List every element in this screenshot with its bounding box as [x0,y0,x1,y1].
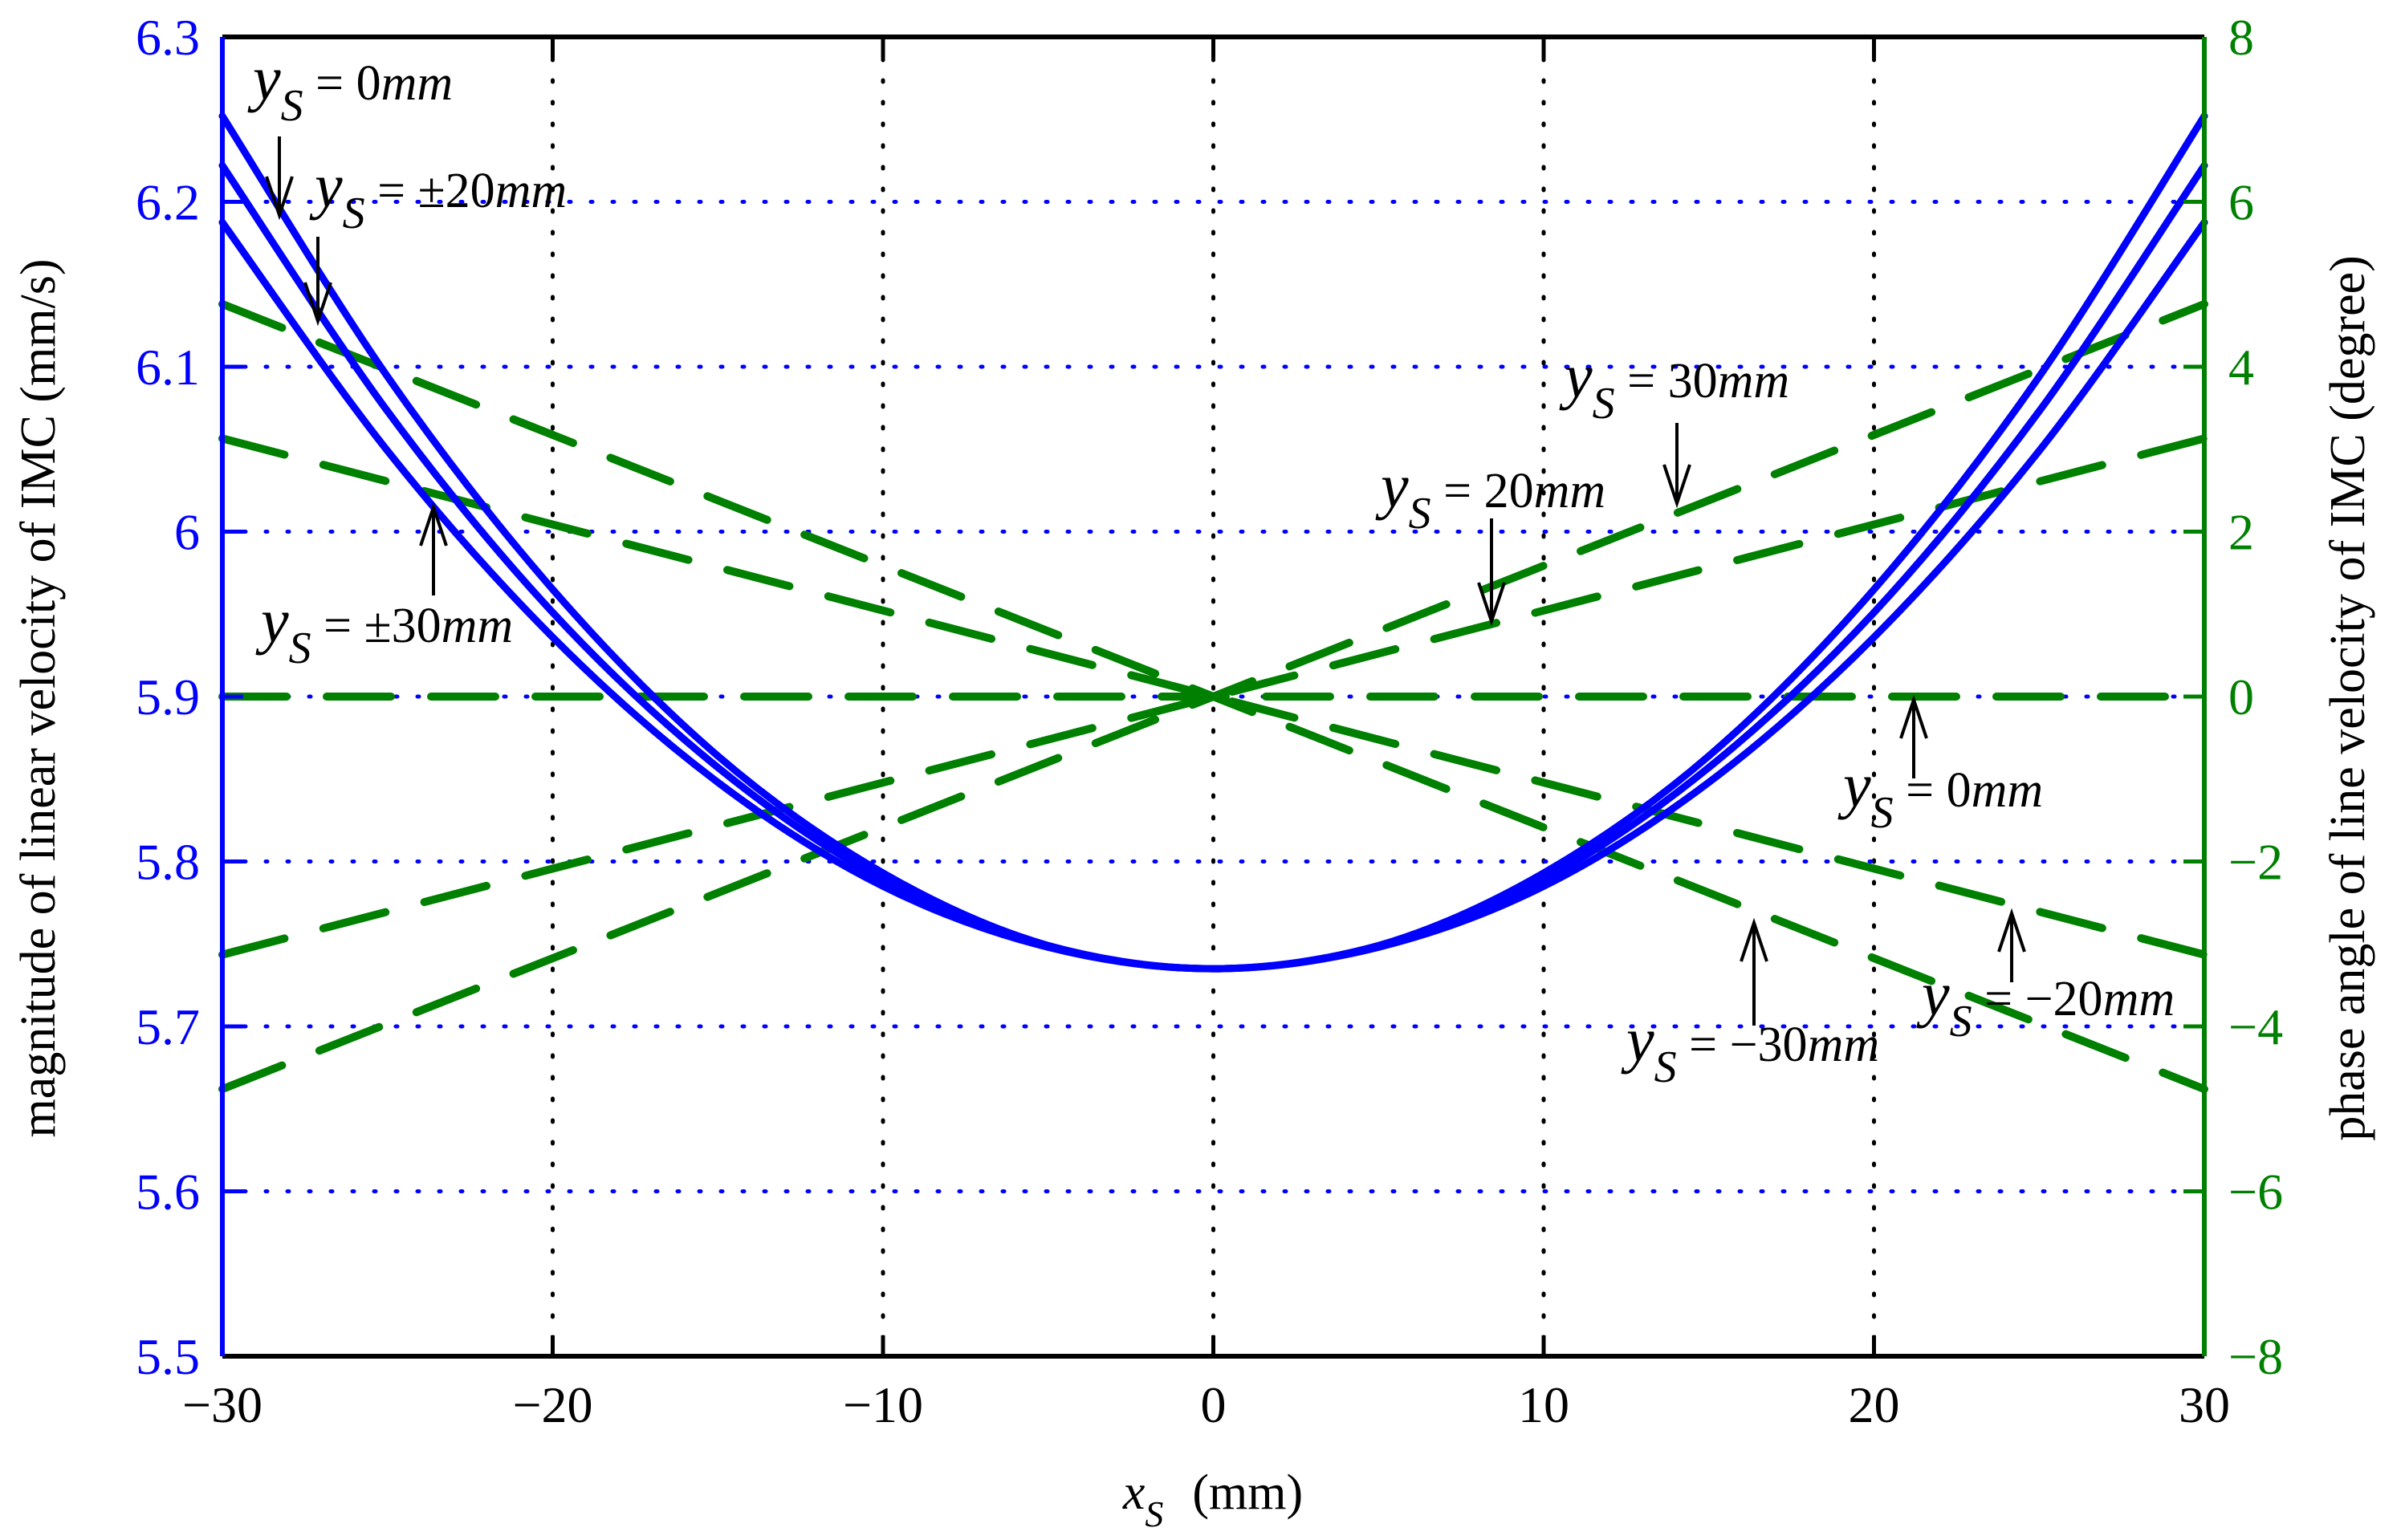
magnitude-curve [218,218,2208,973]
x-tick-label: 20 [1849,1376,1900,1433]
y-right-tick-label: 6 [2228,174,2254,231]
x-axis-title: xS (mm) [1122,1465,1303,1534]
y-left-tick-label: 5.7 [136,998,200,1055]
arrow-head-icon [1477,582,1506,627]
annotation-mag30: yS = ±30mm [255,502,513,673]
x-axis-subscript: S [1145,1493,1163,1534]
annotation-ph30: yS = 30mm [1559,341,1789,509]
annotation-ph20: yS = 20mm [1375,451,1605,627]
x-tick-label: 10 [1518,1376,1569,1433]
y-axis-right-title: phase angle of line velocity of IMC (deg… [2321,255,2375,1141]
y-right-tick-label: 8 [2228,9,2254,66]
y-right-tick-label: −2 [2228,834,2283,891]
annotation-label: yS = ±30mm [255,586,513,673]
y-left-tick-label: 5.8 [136,834,200,891]
y-right-tick-label: 4 [2228,339,2254,396]
annotations: yS = 0mm yS = ±20mm yS = ±30mm yS = 30mm yS … [247,43,2175,1092]
x-tick-label: 30 [2179,1376,2230,1433]
tick-labels: −30 −20 −10 0 10 20 306.36.26.165.95.85.75.65.… [136,9,2283,1433]
magnitude-curve [218,161,2208,973]
y-right-tick-label: −4 [2228,998,2283,1055]
y-right-tick-label: 0 [2228,668,2254,725]
arrow-head-icon [265,176,294,221]
arrow-head-icon [1899,694,1928,739]
x-tick-label: −30 [182,1376,262,1433]
y-left-tick-label: 6.2 [136,174,200,231]
phase-series-group [218,299,2208,1094]
annotation-phm20: yS = −20mm [1916,908,2175,1046]
y-axis-left-title: magnitude of linear velocity of IMC (mm/… [11,258,66,1137]
annotation-mag0: yS = 0mm [247,43,453,221]
phase-line [218,299,2208,1094]
arrow-head-icon [1997,908,2026,953]
y-left-tick-label: 6 [174,504,200,561]
phase-line [218,434,2208,959]
y-right-tick-label: −8 [2228,1328,2283,1385]
annotation-label: yS = ±20mm [309,151,567,238]
y-left-tick-label: 5.6 [136,1164,200,1221]
y-left-tick-label: 6.3 [136,9,200,66]
annotation-phm30: yS = −30mm [1621,917,1879,1092]
axes [220,35,2207,1359]
x-tick-label: −20 [512,1376,592,1433]
annotation-label: yS = 20mm [1375,451,1605,538]
y-left-tick-label: 5.9 [136,668,200,725]
x-axis-unit: (mm) [1192,1465,1303,1520]
x-tick-label: −10 [843,1376,923,1433]
y-left-tick-label: 6.1 [136,339,200,396]
magnitude-series-group [218,112,2208,973]
x-tick-label: 0 [1201,1376,1227,1433]
annotation-label: yS = 30mm [1559,341,1789,429]
grid-lines [220,35,2207,1359]
annotation-ph0: yS = 0mm [1837,694,2043,838]
x-axis-symbol: x [1122,1465,1146,1520]
arrow-head-icon [419,502,448,547]
arrow-head-icon [1662,464,1691,509]
phase-line [218,434,2208,959]
y-right-tick-label: 2 [2228,504,2254,561]
annotation-label: yS = 0mm [1837,750,2043,838]
annotation-mag20: yS = ±20mm [303,151,567,327]
arrow-head-icon [1740,917,1768,962]
y-left-tick-label: 5.5 [136,1328,200,1385]
annotation-label: yS = −30mm [1621,1005,1879,1092]
annotation-label: yS = 0mm [247,43,453,131]
y-right-tick-label: −6 [2228,1164,2283,1221]
annotation-label: yS = −20mm [1916,959,2175,1046]
arrow-head-icon [303,282,332,327]
